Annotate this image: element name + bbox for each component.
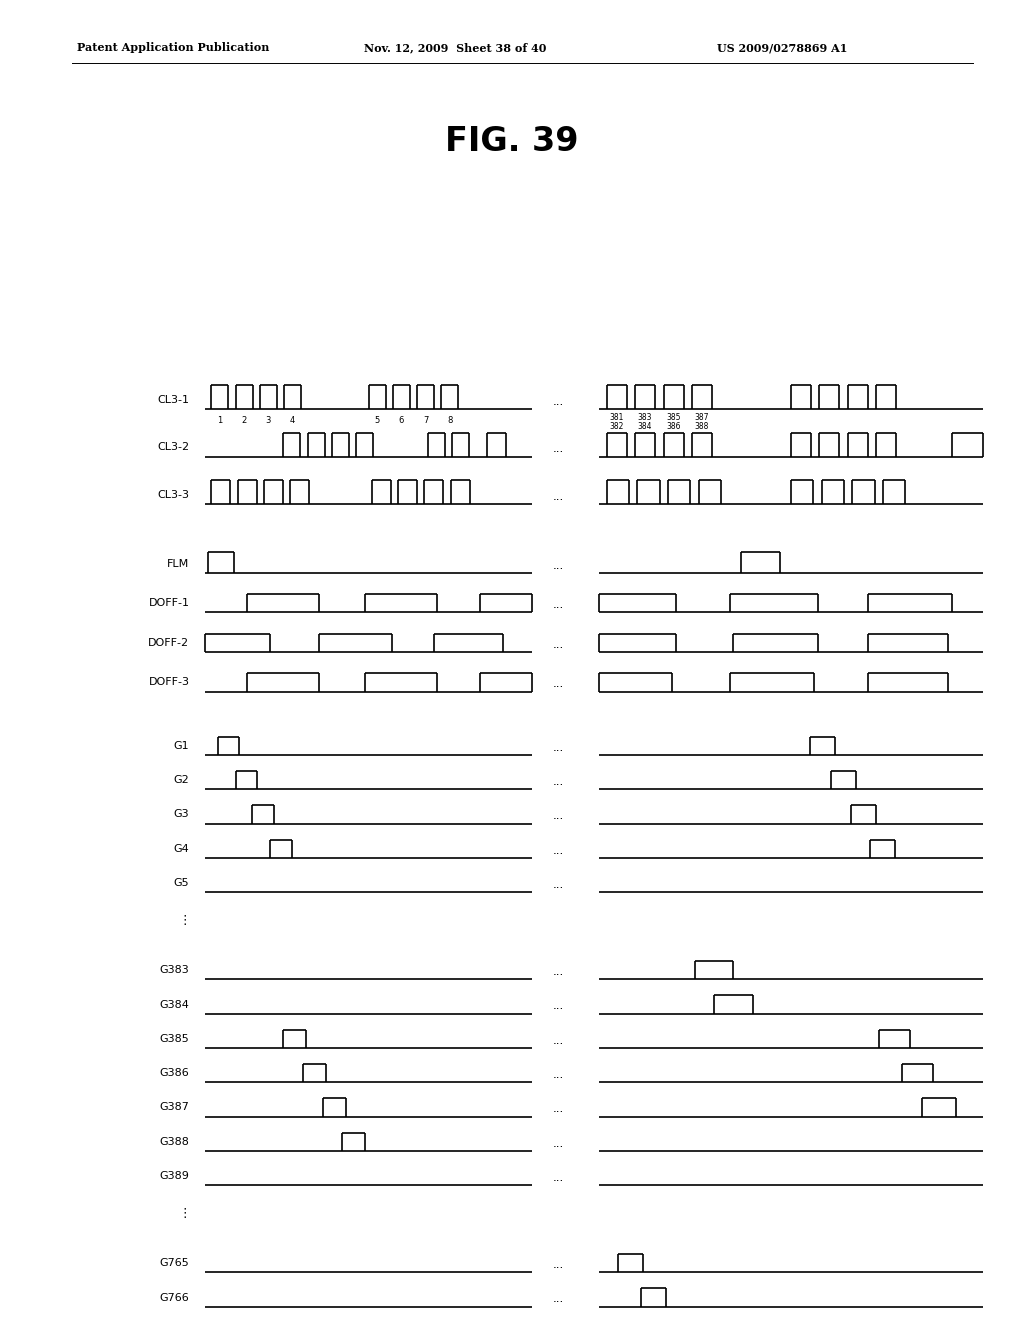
Text: ...: ... bbox=[553, 809, 563, 822]
Text: US 2009/0278869 A1: US 2009/0278869 A1 bbox=[717, 42, 847, 53]
Text: 388: 388 bbox=[694, 422, 710, 432]
Text: ...: ... bbox=[553, 843, 563, 857]
Text: 383: 383 bbox=[638, 413, 652, 422]
Text: ...: ... bbox=[553, 999, 563, 1012]
Text: ...: ... bbox=[553, 1034, 563, 1047]
Text: G387: G387 bbox=[160, 1102, 189, 1113]
Text: ...: ... bbox=[553, 965, 563, 978]
Text: 7: 7 bbox=[423, 416, 428, 425]
Text: 8: 8 bbox=[447, 416, 453, 425]
Text: 387: 387 bbox=[694, 413, 710, 422]
Text: Patent Application Publication: Patent Application Publication bbox=[77, 42, 269, 53]
Text: ...: ... bbox=[553, 878, 563, 891]
Text: Nov. 12, 2009  Sheet 38 of 40: Nov. 12, 2009 Sheet 38 of 40 bbox=[364, 42, 546, 53]
Text: ...: ... bbox=[553, 1137, 563, 1150]
Text: 381: 381 bbox=[609, 413, 624, 422]
Text: G766: G766 bbox=[160, 1292, 189, 1303]
Text: ...: ... bbox=[553, 598, 563, 611]
Text: 6: 6 bbox=[398, 416, 404, 425]
Text: ...: ... bbox=[553, 395, 563, 408]
Text: 386: 386 bbox=[667, 422, 681, 432]
Text: CL3-3: CL3-3 bbox=[158, 490, 189, 500]
Text: ...: ... bbox=[553, 1292, 563, 1305]
Text: CL3-2: CL3-2 bbox=[158, 442, 189, 453]
Text: DOFF-2: DOFF-2 bbox=[148, 638, 189, 648]
Text: CL3-1: CL3-1 bbox=[158, 395, 189, 405]
Text: 382: 382 bbox=[609, 422, 624, 432]
Text: G388: G388 bbox=[160, 1137, 189, 1147]
Text: G2: G2 bbox=[174, 775, 189, 785]
Text: G383: G383 bbox=[160, 965, 189, 975]
Text: ...: ... bbox=[553, 490, 563, 503]
Text: G384: G384 bbox=[160, 999, 189, 1010]
Text: DOFF-3: DOFF-3 bbox=[148, 677, 189, 688]
Text: 1: 1 bbox=[217, 416, 222, 425]
Text: G4: G4 bbox=[174, 843, 189, 854]
Text: G5: G5 bbox=[174, 878, 189, 888]
Text: ...: ... bbox=[553, 1258, 563, 1271]
Text: ...: ... bbox=[553, 558, 563, 572]
Text: 5: 5 bbox=[375, 416, 380, 425]
Text: 384: 384 bbox=[638, 422, 652, 432]
Text: ...: ... bbox=[553, 741, 563, 754]
Text: ...: ... bbox=[553, 442, 563, 455]
Text: 2: 2 bbox=[242, 416, 247, 425]
Text: ...: ... bbox=[553, 775, 563, 788]
Text: 3: 3 bbox=[265, 416, 271, 425]
Text: ...: ... bbox=[553, 677, 563, 690]
Text: G1: G1 bbox=[174, 741, 189, 751]
Text: FIG. 39: FIG. 39 bbox=[445, 125, 579, 158]
Text: G389: G389 bbox=[160, 1171, 189, 1181]
Text: G385: G385 bbox=[160, 1034, 189, 1044]
Text: ⋮: ⋮ bbox=[178, 1206, 190, 1220]
Text: ⋮: ⋮ bbox=[178, 913, 190, 927]
Text: G3: G3 bbox=[174, 809, 189, 820]
Text: G386: G386 bbox=[160, 1068, 189, 1078]
Text: DOFF-1: DOFF-1 bbox=[148, 598, 189, 609]
Text: 385: 385 bbox=[667, 413, 681, 422]
Text: ...: ... bbox=[553, 1068, 563, 1081]
Text: ...: ... bbox=[553, 1171, 563, 1184]
Text: FLM: FLM bbox=[167, 558, 189, 569]
Text: G765: G765 bbox=[160, 1258, 189, 1269]
Text: ...: ... bbox=[553, 638, 563, 651]
Text: ...: ... bbox=[553, 1102, 563, 1115]
Text: 4: 4 bbox=[290, 416, 295, 425]
